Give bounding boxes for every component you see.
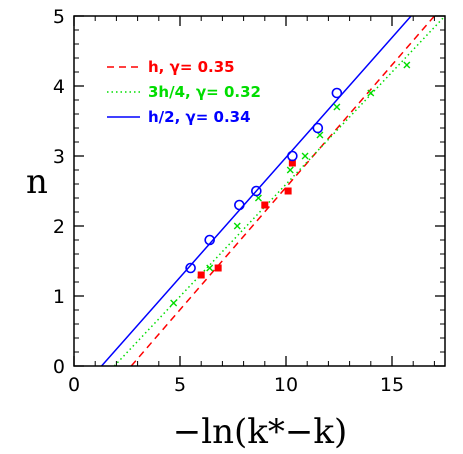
point-3h4 [403,61,411,69]
point-3h4 [206,264,214,272]
point-h [197,271,205,279]
x-axis-label: −ln(k*−k) [173,412,347,452]
fit-line-3h4 [113,16,445,366]
point-3h4 [333,103,341,111]
point-h2 [287,150,298,162]
y-tick-label: 1 [53,286,65,308]
point-h [284,187,292,195]
tick-labels: 0 5 10 15 0 1 2 3 4 5 [53,6,404,396]
x-tick-label: 0 [68,374,80,396]
y-tick-label: 2 [53,216,65,238]
y-tick-label: 4 [53,76,65,98]
point-h [261,201,269,209]
point-h2 [331,87,343,99]
point-h2 [234,199,245,211]
y-tick-label: 3 [53,146,65,168]
point-3h4 [170,299,178,307]
point-3h4 [233,222,241,230]
point-3h4 [301,152,309,160]
point-h [214,264,222,272]
fit-line-h2 [100,16,412,366]
point-h2 [204,234,215,246]
y-axis-label: n [26,162,48,202]
y-tick-label: 0 [53,356,65,378]
legend-label-h: h, γ= 0.35 [148,58,235,76]
point-3h4 [286,166,294,174]
legend-label-h2: h/2, γ= 0.34 [148,108,251,126]
point-h2 [251,185,262,197]
point-h [288,159,296,167]
legend: h, γ= 0.35 3h/4, γ= 0.32 h/2, γ= 0.34 [107,58,261,126]
y-tick-label: 5 [53,6,65,28]
legend-label-3h4: 3h/4, γ= 0.32 [148,83,261,101]
x-tick-label: 10 [274,374,298,396]
axis-ticks [73,15,445,367]
fit-line-h [130,16,435,366]
point-3h4 [367,89,375,97]
plot-frame [73,15,446,367]
data-points [170,61,411,307]
fit-lines [100,16,445,366]
point-h2 [185,262,196,274]
x-tick-label: 5 [174,374,186,396]
x-tick-label: 15 [380,374,404,396]
point-h2 [312,122,324,134]
